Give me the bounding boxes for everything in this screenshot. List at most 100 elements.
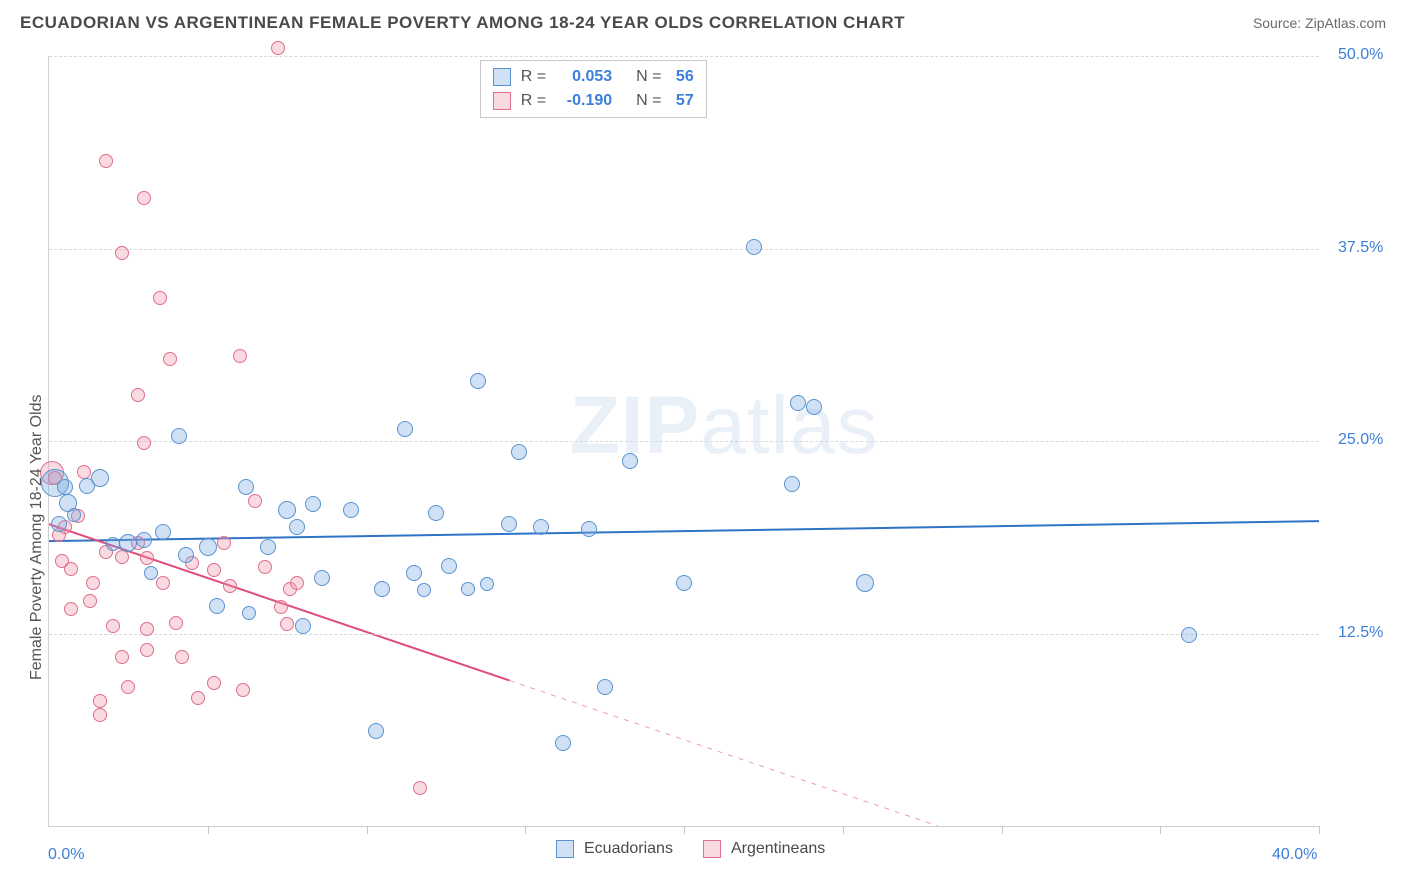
scatter-point-ecuadorians bbox=[480, 577, 494, 591]
scatter-point-argentineans bbox=[93, 694, 107, 708]
scatter-point-argentineans bbox=[137, 191, 151, 205]
scatter-point-ecuadorians bbox=[622, 453, 638, 469]
scatter-point-argentineans bbox=[236, 683, 250, 697]
scatter-point-ecuadorians bbox=[314, 570, 330, 586]
scatter-point-argentineans bbox=[153, 291, 167, 305]
x-tick bbox=[208, 826, 209, 834]
scatter-point-argentineans bbox=[413, 781, 427, 795]
scatter-point-argentineans bbox=[280, 617, 294, 631]
scatter-point-ecuadorians bbox=[461, 582, 475, 596]
scatter-point-argentineans bbox=[86, 576, 100, 590]
scatter-point-argentineans bbox=[191, 691, 205, 705]
stats-legend: R = 0.053 N = 56R =-0.190N = 57 bbox=[480, 60, 707, 118]
scatter-point-argentineans bbox=[64, 602, 78, 616]
scatter-point-ecuadorians bbox=[57, 479, 73, 495]
series-legend: Ecuadorians Argentineans bbox=[556, 840, 825, 858]
scatter-point-argentineans bbox=[115, 650, 129, 664]
trend-line-dashed-argentineans bbox=[509, 680, 938, 826]
scatter-point-ecuadorians bbox=[242, 606, 256, 620]
scatter-point-ecuadorians bbox=[581, 521, 597, 537]
x-tick-label: 40.0% bbox=[1272, 846, 1317, 864]
scatter-point-ecuadorians bbox=[856, 574, 874, 592]
scatter-point-ecuadorians bbox=[289, 519, 305, 535]
legend-label-argentineans: Argentineans bbox=[731, 840, 825, 858]
y-tick-label: 37.5% bbox=[1338, 239, 1383, 257]
scatter-point-ecuadorians bbox=[406, 565, 422, 581]
scatter-point-ecuadorians bbox=[155, 524, 171, 540]
scatter-point-ecuadorians bbox=[144, 566, 158, 580]
stats-legend-row-ecuadorians: R = 0.053 N = 56 bbox=[493, 65, 694, 89]
scatter-point-ecuadorians bbox=[305, 496, 321, 512]
scatter-point-ecuadorians bbox=[428, 505, 444, 521]
chart-title: ECUADORIAN VS ARGENTINEAN FEMALE POVERTY… bbox=[20, 13, 905, 33]
scatter-point-ecuadorians bbox=[171, 428, 187, 444]
scatter-point-ecuadorians bbox=[511, 444, 527, 460]
legend-swatch-ecuadorians bbox=[556, 840, 574, 858]
scatter-point-argentineans bbox=[271, 41, 285, 55]
scatter-point-argentineans bbox=[217, 536, 231, 550]
scatter-point-ecuadorians bbox=[119, 534, 137, 552]
y-tick-label: 50.0% bbox=[1338, 46, 1383, 64]
plot-area: ZIPatlas bbox=[48, 56, 1319, 827]
y-tick-label: 12.5% bbox=[1338, 624, 1383, 642]
scatter-point-ecuadorians bbox=[209, 598, 225, 614]
scatter-point-argentineans bbox=[93, 708, 107, 722]
header: ECUADORIAN VS ARGENTINEAN FEMALE POVERTY… bbox=[0, 0, 1406, 46]
legend-r-label: R = bbox=[521, 65, 546, 89]
scatter-point-ecuadorians bbox=[806, 399, 822, 415]
x-tick bbox=[843, 826, 844, 834]
scatter-point-argentineans bbox=[290, 576, 304, 590]
scatter-point-argentineans bbox=[83, 594, 97, 608]
source-prefix: Source: bbox=[1253, 15, 1305, 31]
scatter-point-ecuadorians bbox=[441, 558, 457, 574]
scatter-point-ecuadorians bbox=[790, 395, 806, 411]
scatter-point-argentineans bbox=[274, 600, 288, 614]
scatter-point-argentineans bbox=[156, 576, 170, 590]
gridline-h bbox=[49, 634, 1319, 635]
scatter-point-ecuadorians bbox=[238, 479, 254, 495]
legend-item-argentineans: Argentineans bbox=[703, 840, 825, 858]
x-tick bbox=[1160, 826, 1161, 834]
legend-label-ecuadorians: Ecuadorians bbox=[584, 840, 673, 858]
scatter-point-argentineans bbox=[248, 494, 262, 508]
scatter-point-ecuadorians bbox=[374, 581, 390, 597]
gridline-h bbox=[49, 56, 1319, 57]
scatter-point-ecuadorians bbox=[106, 537, 120, 551]
scatter-point-argentineans bbox=[121, 680, 135, 694]
scatter-point-ecuadorians bbox=[746, 239, 762, 255]
scatter-point-argentineans bbox=[131, 388, 145, 402]
stats-legend-row-argentineans: R =-0.190N = 57 bbox=[493, 89, 694, 113]
scatter-point-ecuadorians bbox=[199, 538, 217, 556]
x-tick bbox=[525, 826, 526, 834]
trend-line-ecuadorians bbox=[49, 521, 1319, 541]
scatter-point-ecuadorians bbox=[597, 679, 613, 695]
chart-container: ZIPatlas Female Poverty Among 18-24 Year… bbox=[0, 46, 1406, 892]
scatter-point-argentineans bbox=[99, 154, 113, 168]
y-tick-label: 25.0% bbox=[1338, 431, 1383, 449]
scatter-point-ecuadorians bbox=[343, 502, 359, 518]
x-tick bbox=[1002, 826, 1003, 834]
scatter-point-argentineans bbox=[64, 562, 78, 576]
legend-swatch-argentineans bbox=[703, 840, 721, 858]
scatter-point-argentineans bbox=[258, 560, 272, 574]
scatter-point-argentineans bbox=[169, 616, 183, 630]
legend-n-value-ecuadorians: 56 bbox=[671, 65, 693, 89]
gridline-h bbox=[49, 249, 1319, 250]
scatter-point-ecuadorians bbox=[1181, 627, 1197, 643]
scatter-point-argentineans bbox=[137, 436, 151, 450]
legend-n-label: N = bbox=[636, 65, 661, 89]
scatter-point-ecuadorians bbox=[51, 516, 67, 532]
scatter-point-argentineans bbox=[77, 465, 91, 479]
scatter-point-ecuadorians bbox=[368, 723, 384, 739]
scatter-point-ecuadorians bbox=[67, 508, 81, 522]
source-name: ZipAtlas.com bbox=[1305, 15, 1386, 31]
watermark: ZIPatlas bbox=[570, 379, 879, 473]
legend-r-value-ecuadorians: 0.053 bbox=[556, 65, 612, 89]
scatter-point-ecuadorians bbox=[676, 575, 692, 591]
scatter-point-ecuadorians bbox=[397, 421, 413, 437]
source-attribution: Source: ZipAtlas.com bbox=[1253, 15, 1386, 31]
legend-n-label: N = bbox=[636, 89, 661, 113]
x-tick bbox=[1319, 826, 1320, 834]
scatter-point-argentineans bbox=[207, 676, 221, 690]
scatter-point-argentineans bbox=[140, 622, 154, 636]
